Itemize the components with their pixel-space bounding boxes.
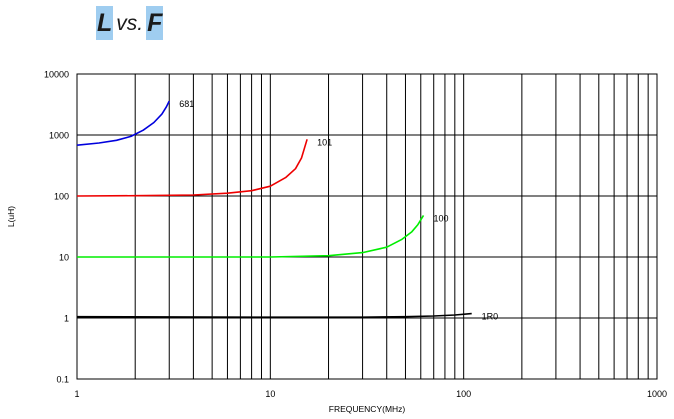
x-tick-label: 1 [74,389,79,399]
plot-area [77,74,657,379]
series-label-100: 100 [434,213,449,223]
series-line-681 [76,100,170,146]
y-tick-label: 1 [64,314,69,324]
y-tick-label: 0.1 [56,375,69,385]
title-f: F [146,6,164,40]
y-tick-label: 10 [59,253,69,263]
series-line-101 [76,139,308,197]
y-tick-label: 100 [54,192,69,202]
x-tick-label: 10 [265,389,275,399]
series-label-101: 101 [317,137,332,147]
title-l: L [96,6,114,40]
series-line-100 [77,214,425,258]
title-vs: vs. [116,12,144,35]
series-label-681: 681 [179,99,194,109]
y-tick-label: 10000 [44,70,69,80]
series-line-1R0 [76,312,472,319]
y-axis-label: L(uH) [6,206,16,227]
x-tick-label: 100 [456,389,471,399]
x-axis-label: FREQUENCY(MHz) [329,404,406,414]
x-tick-label: 1000 [647,389,667,399]
series-label-1R0: 1R0 [482,312,499,322]
plot-frame [76,73,658,380]
y-tick-label: 1000 [49,131,69,141]
